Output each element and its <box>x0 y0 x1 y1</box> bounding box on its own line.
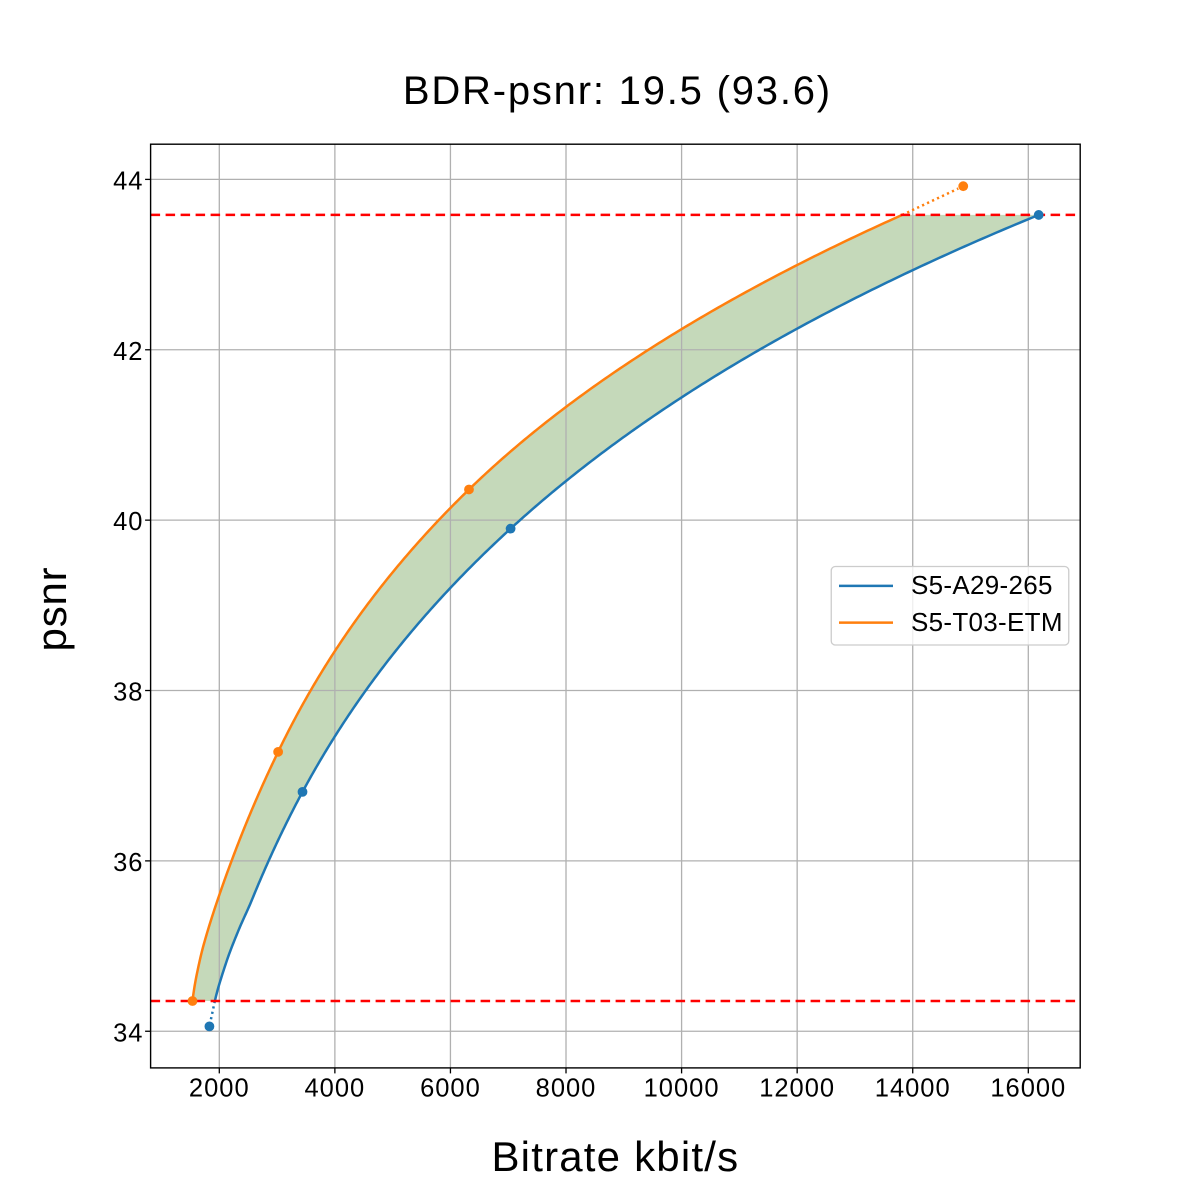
svg-text:10000: 10000 <box>644 1075 720 1103</box>
svg-text:8000: 8000 <box>536 1075 597 1103</box>
svg-text:34: 34 <box>113 1019 143 1047</box>
svg-text:6000: 6000 <box>420 1075 481 1103</box>
svg-text:38: 38 <box>113 679 143 707</box>
svg-text:12000: 12000 <box>759 1075 835 1103</box>
svg-text:BDR-psnr: 19.5 (93.6): BDR-psnr: 19.5 (93.6) <box>403 69 832 113</box>
svg-text:psnr: psnr <box>28 567 75 652</box>
svg-text:44: 44 <box>113 168 143 196</box>
svg-text:4000: 4000 <box>305 1075 366 1103</box>
svg-text:14000: 14000 <box>875 1075 951 1103</box>
svg-text:S5-T03-ETM: S5-T03-ETM <box>911 607 1063 637</box>
svg-text:S5-A29-265: S5-A29-265 <box>911 570 1053 600</box>
svg-text:16000: 16000 <box>990 1075 1066 1103</box>
svg-text:Bitrate kbit/s: Bitrate kbit/s <box>491 1133 739 1180</box>
svg-text:2000: 2000 <box>189 1075 250 1103</box>
svg-text:40: 40 <box>113 508 143 536</box>
svg-text:36: 36 <box>113 849 143 877</box>
svg-text:42: 42 <box>113 338 143 366</box>
